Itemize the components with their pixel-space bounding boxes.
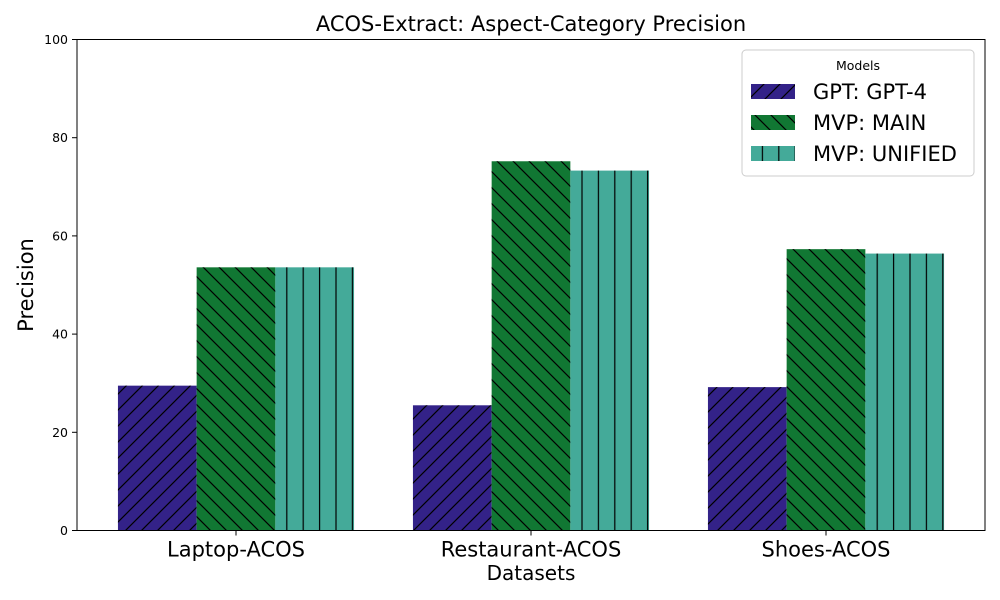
y-axis-label: Precision	[14, 238, 38, 332]
bar-shoes-acos-mvp-unified-hatch	[865, 253, 945, 531]
bar-shoes-acos-gpt-gpt-4-hatch	[707, 387, 787, 531]
legend-gpt-gpt-4-swatch-hatch	[751, 84, 795, 99]
y-tick-label: 60	[52, 228, 68, 243]
bar-laptop-acos-gpt-gpt-4-hatch	[117, 385, 197, 531]
x-tick-label: Shoes-ACOS	[762, 538, 891, 562]
bar-laptop-acos-mvp-main-hatch	[196, 267, 276, 531]
legend-items: GPT: GPT-4 MVP: MAIN MVP: UNIFIED	[751, 80, 957, 166]
bar-laptop-acos-mvp-unified-hatch	[275, 267, 355, 531]
y-axis-ticks: 0 20 40 60 80 100	[44, 32, 77, 538]
legend-mvp-main-swatch-hatch	[751, 115, 795, 130]
bar-restaurant-acos-mvp-unified-hatch	[570, 170, 650, 531]
legend: Models GPT: GPT-4 MVP: MAIN MVP: UNIFIED	[741, 49, 975, 177]
y-tick-label: 40	[52, 327, 68, 342]
legend-frame	[741, 49, 975, 177]
bar-restaurant-acos-mvp-main-hatch	[491, 161, 571, 531]
legend-mvp-unified-swatch-hatch	[751, 146, 795, 161]
legend-title: Models	[836, 58, 880, 73]
chart-title: ACOS-Extract: Aspect-Category Precision	[316, 12, 746, 36]
y-tick-label: 80	[52, 130, 68, 145]
y-tick-label: 20	[52, 425, 68, 440]
x-axis-ticks: Laptop-ACOS Restaurant-ACOS Shoes-ACOS	[167, 530, 891, 562]
bars-layer	[117, 161, 945, 531]
legend-gpt-gpt-4-label: GPT: GPT-4	[813, 80, 927, 104]
y-tick-label: 100	[44, 32, 68, 47]
legend-mvp-unified-label: MVP: UNIFIED	[813, 142, 957, 166]
bar-restaurant-acos-gpt-gpt-4-hatch	[412, 405, 492, 531]
legend-mvp-main-label: MVP: MAIN	[813, 111, 926, 135]
x-tick-label: Laptop-ACOS	[167, 538, 305, 562]
x-axis-label: Datasets	[487, 561, 576, 585]
x-tick-label: Restaurant-ACOS	[441, 538, 622, 562]
bar-shoes-acos-mvp-main-hatch	[786, 249, 866, 531]
y-tick-label: 0	[60, 523, 68, 538]
